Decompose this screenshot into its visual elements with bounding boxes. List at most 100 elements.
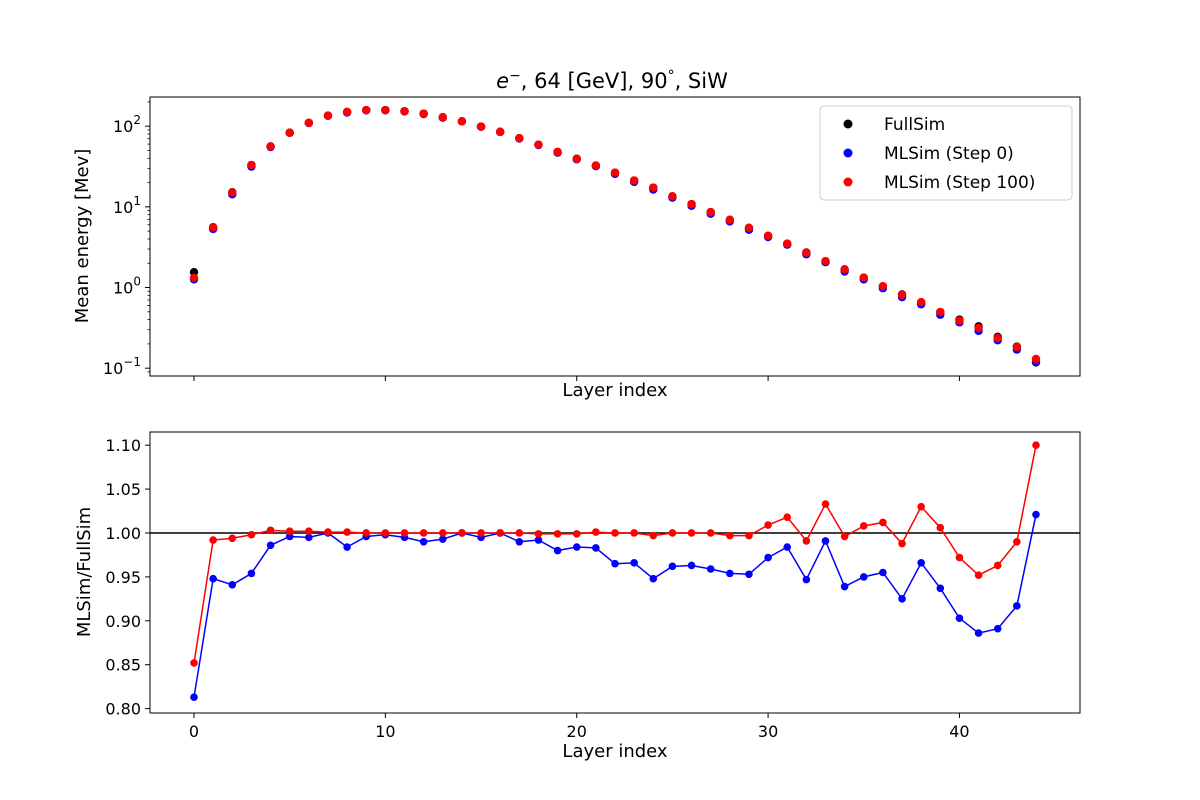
bottom-data-point [305, 527, 313, 536]
bottom-x-tick-label: 20 [567, 722, 587, 741]
bottom-data-point [687, 561, 696, 570]
bottom-data-point [305, 533, 313, 542]
bottom-y-axis-label: MLSim/FullSim [74, 507, 95, 637]
bottom-plot-frame [149, 431, 1081, 714]
bottom-data-point [285, 532, 294, 541]
bottom-data-point [1013, 537, 1021, 546]
top-data-point [381, 105, 390, 115]
top-data-point [1012, 342, 1022, 352]
top-data-point [572, 154, 581, 163]
top-y-axis-label: Mean energy [Mev] [72, 149, 93, 324]
bottom-data-point [706, 565, 715, 573]
bottom-data-point [419, 537, 428, 546]
top-x-axis-label: Layer index [562, 380, 668, 401]
top-data-point [400, 107, 409, 116]
top-data-point [840, 265, 849, 274]
bottom-data-point [496, 529, 504, 537]
bottom-data-point [649, 531, 658, 540]
top-data-point [553, 147, 562, 157]
top-data-point [247, 160, 256, 170]
legend-marker-mlsim-step100 [843, 177, 853, 187]
legend-label-mlsim-step100: MLSim (Step 100) [884, 173, 1035, 193]
bottom-data-point [228, 534, 237, 543]
bottom-data-point [592, 544, 600, 552]
bottom-series-mlsim-step-100 [190, 441, 1040, 667]
bottom-x-axis-ticks: 0 10 20 30 40 [189, 713, 970, 741]
bottom-data-point [1013, 602, 1021, 610]
legend-marker-fullsim [843, 119, 853, 129]
bottom-y-axis-ticks: 0.80 0.85 0.90 0.95 1.00 1.05 1.10 [105, 436, 150, 719]
bottom-data-point [764, 521, 772, 529]
bottom-data-point [802, 537, 811, 545]
bottom-data-point [362, 529, 371, 537]
top-data-point [591, 161, 601, 170]
top-data-point [266, 142, 275, 151]
bottom-series-mlsim-step-0 [190, 510, 1040, 701]
top-data-point [649, 183, 658, 192]
bottom-data-point [917, 502, 925, 511]
bottom-data-point [381, 529, 390, 537]
bottom-data-point [745, 570, 753, 579]
bottom-data-point [553, 530, 562, 538]
bottom-data-point [821, 500, 830, 508]
bottom-data-point [993, 624, 1002, 633]
legend: FullSim MLSim (Step 0) MLSim (Step 100) [819, 105, 1073, 201]
bottom-data-point [190, 659, 198, 667]
top-data-point [362, 105, 371, 115]
bottom-data-point [611, 529, 619, 537]
top-data-point [763, 231, 773, 240]
top-data-point [476, 122, 486, 131]
top-data-point [515, 133, 524, 143]
bottom-data-point [572, 543, 581, 551]
bottom-data-point [879, 518, 887, 527]
legend-label-mlsim-step0: MLSim (Step 0) [884, 144, 1014, 164]
bottom-x-tick-label: 30 [758, 722, 778, 741]
bottom-data-point [821, 537, 830, 545]
bottom-data-point [783, 513, 792, 521]
bottom-data-point [438, 529, 447, 537]
top-data-point [534, 140, 543, 149]
bottom-data-point [343, 528, 351, 536]
bottom-data-point [879, 568, 887, 577]
top-data-point [419, 109, 428, 118]
bottom-data-point [553, 546, 562, 555]
bottom-data-point [247, 569, 256, 578]
top-data-point [208, 223, 218, 232]
top-y-tick-label: 101 [113, 194, 141, 217]
bottom-y-tick-label: 0.85 [105, 656, 141, 675]
top-x-axis-ticks [193, 376, 960, 381]
top-data-point [457, 117, 467, 126]
bottom-data-point [611, 559, 619, 568]
top-data-point [438, 113, 447, 122]
bottom-data-point [955, 553, 964, 562]
bottom-data-point [840, 532, 849, 541]
bottom-data-point [630, 559, 638, 567]
bottom-data-point [955, 614, 964, 622]
bottom-y-tick-label: 1.10 [105, 436, 141, 455]
top-data-point [304, 118, 314, 127]
bottom-data-point [859, 522, 868, 530]
top-chart-title: e−, 64 [GeV], 90°, SiW [496, 68, 728, 93]
bottom-data-point [343, 543, 351, 551]
bottom-data-point [802, 575, 811, 584]
bottom-data-point [190, 693, 198, 701]
legend-marker-mlsim-step0 [843, 148, 853, 158]
bottom-data-point [285, 527, 294, 536]
top-data-point [1031, 354, 1041, 364]
bottom-data-point [783, 543, 792, 551]
bottom-data-point [458, 529, 466, 537]
bottom-data-point [209, 536, 217, 544]
top-data-point [821, 256, 830, 266]
bottom-data-point [209, 574, 217, 583]
top-data-point [725, 215, 735, 225]
bottom-data-point [898, 539, 906, 548]
bottom-data-point [400, 529, 409, 537]
top-data-point [974, 323, 983, 333]
top-data-point [783, 239, 792, 248]
bottom-data-series [190, 441, 1040, 701]
bottom-data-point [859, 573, 868, 581]
bottom-data-point [1032, 441, 1040, 449]
bottom-data-point [649, 574, 658, 583]
top-data-point [993, 333, 1002, 343]
